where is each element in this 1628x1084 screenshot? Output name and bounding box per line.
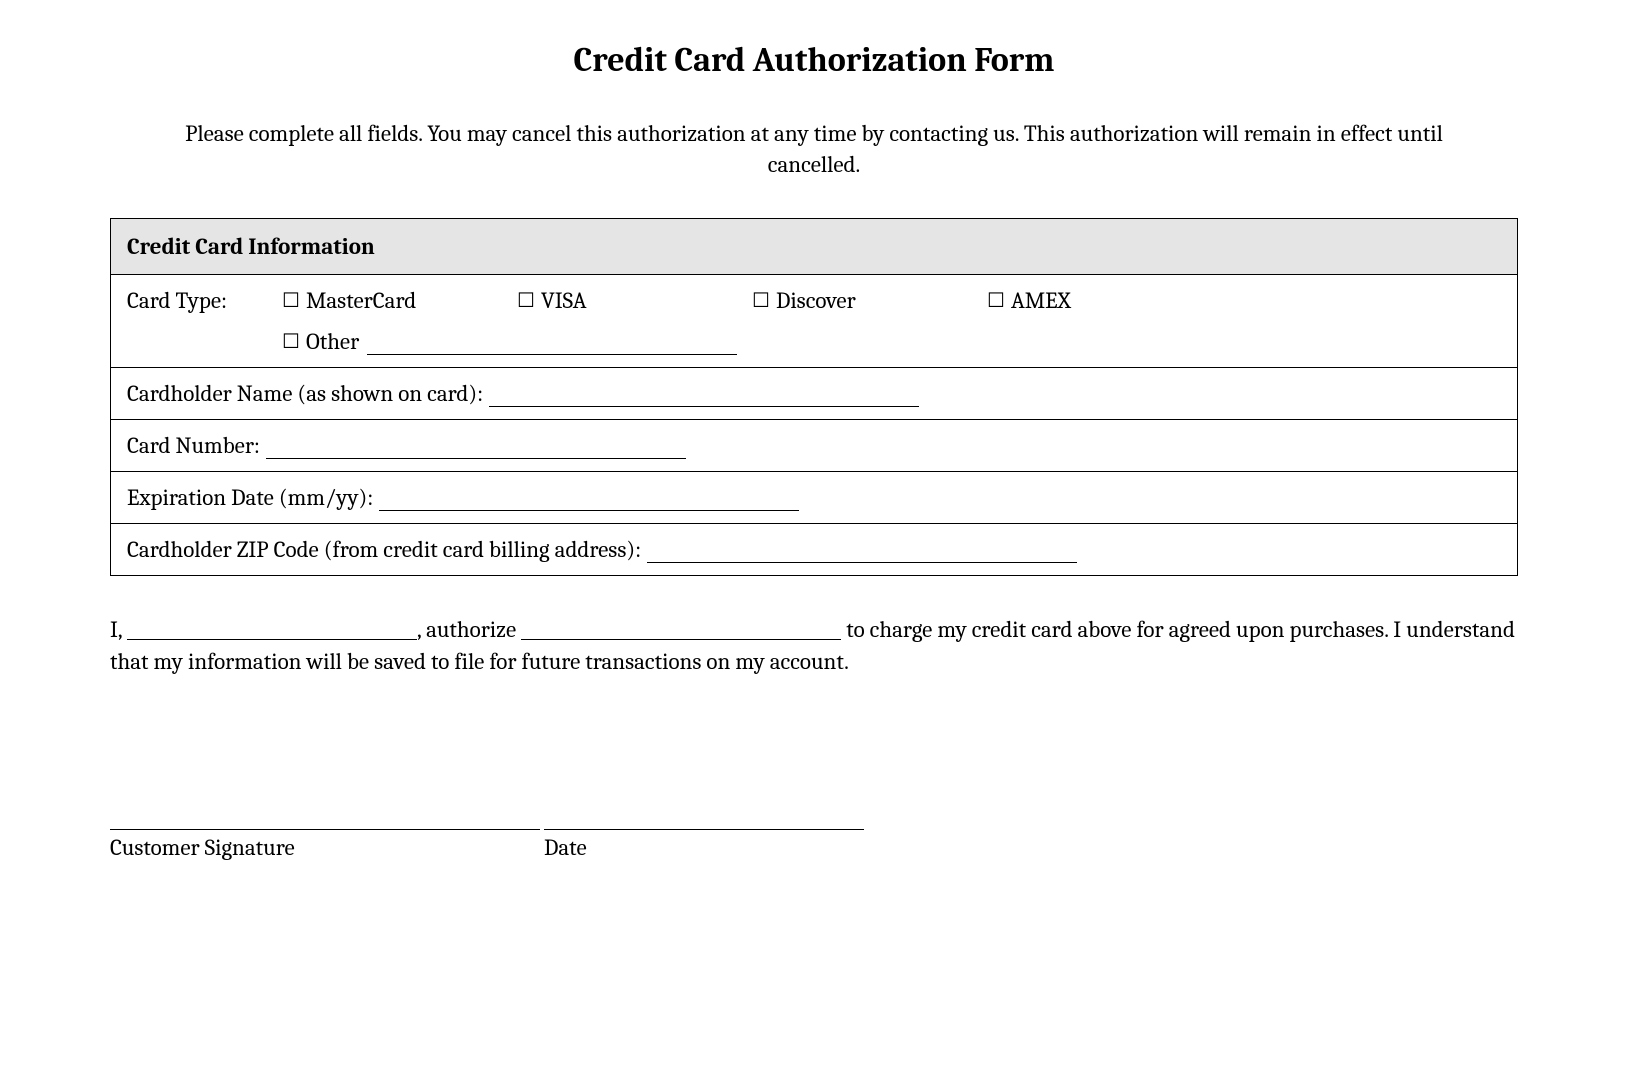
option-amex[interactable]: ☐ AMEX <box>987 287 1071 314</box>
option-mastercard[interactable]: ☐ MasterCard <box>282 287 517 314</box>
checkbox-icon: ☐ <box>517 291 535 311</box>
option-other[interactable]: ☐ Other <box>282 328 359 355</box>
date-block: Date <box>544 808 864 861</box>
checkbox-icon: ☐ <box>752 291 770 311</box>
signature-input-line[interactable] <box>110 808 540 830</box>
expiration-row: Expiration Date (mm/yy): <box>111 472 1518 524</box>
section-header: Credit Card Information <box>111 219 1518 275</box>
option-discover[interactable]: ☐ Discover <box>752 287 987 314</box>
card-number-row: Card Number: <box>111 420 1518 472</box>
expiration-input-line[interactable] <box>379 489 799 511</box>
cardholder-name-input-line[interactable] <box>489 385 919 407</box>
card-type-row: Card Type: ☐ MasterCard ☐ VISA ☐ <box>111 275 1518 368</box>
option-label: Other <box>306 328 359 355</box>
option-label: Discover <box>776 287 856 314</box>
signature-row: Customer Signature Date <box>110 808 1518 861</box>
card-type-label: Card Type: <box>127 287 282 314</box>
auth-text-authorize: , authorize <box>417 616 516 643</box>
auth-merchant-input-line[interactable] <box>521 620 841 640</box>
zip-input-line[interactable] <box>647 541 1077 563</box>
checkbox-icon: ☐ <box>282 291 300 311</box>
cardholder-name-row: Cardholder Name (as shown on card): <box>111 368 1518 420</box>
authorization-paragraph: I, , authorize to charge my credit card … <box>110 614 1518 678</box>
auth-name-input-line[interactable] <box>127 620 417 640</box>
date-label: Date <box>544 834 864 861</box>
option-label: VISA <box>541 287 587 314</box>
option-label: MasterCard <box>306 287 416 314</box>
zip-label: Cardholder ZIP Code (from credit card bi… <box>127 536 641 563</box>
cardholder-name-label: Cardholder Name (as shown on card): <box>127 380 483 407</box>
credit-card-info-table: Credit Card Information Card Type: ☐ Mas… <box>110 218 1518 576</box>
card-number-input-line[interactable] <box>266 437 686 459</box>
other-input-line[interactable] <box>367 333 737 355</box>
signature-block: Customer Signature <box>110 808 540 861</box>
zip-row: Cardholder ZIP Code (from credit card bi… <box>111 524 1518 576</box>
option-visa[interactable]: ☐ VISA <box>517 287 752 314</box>
expiration-label: Expiration Date (mm/yy): <box>127 484 373 511</box>
date-input-line[interactable] <box>544 808 864 830</box>
signature-label: Customer Signature <box>110 834 540 861</box>
auth-text-i: I, <box>110 616 122 643</box>
card-number-label: Card Number: <box>127 432 260 459</box>
checkbox-icon: ☐ <box>987 291 1005 311</box>
form-title: Credit Card Authorization Form <box>110 40 1518 80</box>
option-label: AMEX <box>1011 287 1071 314</box>
checkbox-icon: ☐ <box>282 332 300 352</box>
intro-text: Please complete all fields. You may canc… <box>150 118 1478 180</box>
